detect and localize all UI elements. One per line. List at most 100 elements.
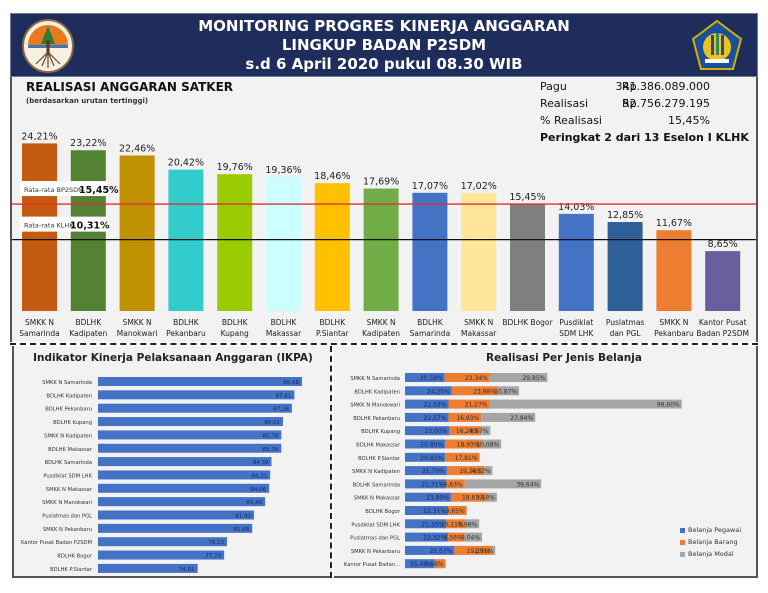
ikpa-category-label: SMKK N Pekanbaru	[43, 527, 92, 533]
ikpa-value-label: 81,68	[233, 527, 249, 533]
belanja-value-label: 9,63%	[444, 481, 463, 488]
belanja-value-label: 22,31%	[423, 508, 446, 515]
legend-item-modal: Belanja Modal	[680, 548, 741, 560]
belanja-bar-segment	[481, 439, 502, 449]
belanja-bar-segment	[448, 532, 465, 542]
belanja-category-label: SMKK N Makassar	[354, 496, 401, 502]
satker-bar	[314, 183, 350, 311]
belanja-value-label: 21,35%	[421, 521, 444, 528]
satker-chart-subtitle: (berdasarkan urutan tertinggi)	[26, 97, 149, 105]
title-line-3: s.d 6 April 2020 pukul 08.30 WIB	[245, 55, 523, 73]
satker-value-label: 11,67%	[656, 218, 692, 229]
title-line-2: LINGKUP BADAN P2SDM	[281, 36, 487, 54]
ikpa-bar	[98, 523, 253, 533]
ikpa-value-label: 77,73	[205, 554, 221, 560]
satker-category-label: Kadipaten	[362, 329, 400, 338]
satker-value-label: 20,42%	[168, 158, 204, 169]
ikpa-category-label: SMKK N Makassar	[46, 487, 93, 493]
ikpa-value-label: 81,93	[235, 514, 251, 520]
satker-value-label: 17,02%	[461, 181, 497, 192]
reference-label-bg	[20, 181, 108, 197]
satker-bar	[461, 193, 497, 311]
belanja-bar-segment	[405, 519, 447, 529]
satker-value-label: 17,69%	[363, 177, 399, 188]
belanja-bar-segment	[405, 479, 447, 489]
dashboard-title: MONITORING PROGRES KINERJA ANGGARAN LING…	[11, 17, 757, 74]
ikpa-category-label: SMKK N Samarinda	[42, 380, 92, 386]
belanja-bar-segment	[448, 399, 490, 409]
satker-bar	[510, 204, 545, 311]
belanja-value-label: 9,65%	[446, 508, 465, 515]
belanja-value-label: 18,63%	[462, 495, 485, 502]
satker-category-label: BDLHK	[75, 318, 102, 327]
ikpa-category-label: BDLHK Pekanbaru	[45, 407, 92, 413]
legend-item-barang: Belanja Barang	[680, 536, 741, 548]
satker-bar	[558, 213, 594, 311]
ikpa-value-label: 86,01	[264, 420, 280, 426]
satker-value-label: 18,46%	[314, 171, 350, 182]
satker-bar	[656, 230, 692, 311]
satker-category-label: Badan P2SDM	[696, 329, 749, 338]
satker-category-label: BDLHK	[222, 318, 249, 327]
ikpa-bar-chart: 88,68 SMKK N Samarinda 87,61 BDLHK Kadipate…	[21, 377, 302, 573]
legend-label: Belanja Modal	[688, 550, 734, 558]
persen-label: % Realisasi	[540, 114, 602, 127]
klhk-logo-icon	[22, 19, 74, 73]
satker-value-label: 24,21%	[21, 131, 57, 142]
belanja-category-label: BDLHK Kupang	[361, 429, 400, 435]
belanja-value-label: 20,58%	[420, 375, 443, 382]
satker-bar	[607, 222, 643, 311]
belanja-category-label: SMKK N Manokwari	[350, 403, 400, 409]
belanja-bar-segment	[444, 373, 490, 382]
legend-swatch	[680, 551, 685, 557]
belanja-value-label: 39,64%	[516, 481, 539, 488]
belanja-value-label: 23,80%	[426, 495, 449, 502]
pagu-value: 341.386.089.000	[615, 80, 710, 93]
ikpa-bar	[98, 377, 302, 386]
belanja-bar-segment	[405, 386, 452, 396]
ikpa-category-label: BDLHK Makassar	[48, 447, 93, 453]
satker-category-label: Pusdiklat	[559, 318, 593, 327]
belanja-bar-segment	[480, 426, 491, 436]
satker-category-label: Kupang	[221, 329, 249, 338]
belanja-stacked-chart: SMKK N Samarinda 20,58% 23,34% 29,85% BDLHK …	[344, 373, 682, 569]
satker-value-label: 14,03%	[558, 202, 594, 213]
ikpa-category-label: BDLHK Samarinda	[45, 460, 92, 466]
ikpa-bar	[98, 443, 282, 453]
belanja-value-label: 4,97%	[469, 428, 488, 435]
belanja-bar-segment	[405, 439, 446, 449]
ikpa-value-label: 84,06	[250, 487, 266, 493]
belanja-value-label: 20,83%	[420, 455, 443, 462]
belanja-category-label: Kantor Pusat Badan...	[344, 562, 400, 568]
belanja-category-label: BDLHK Bogor	[365, 509, 401, 515]
belanja-value-label: 1,91%	[474, 548, 493, 555]
belanja-value-label: 15,46%	[410, 561, 433, 568]
belanja-value-label: 10,87%	[494, 388, 517, 395]
belanja-bar-segment	[491, 545, 496, 555]
satker-value-label: 8,65%	[708, 239, 738, 250]
ikpa-bar	[98, 550, 225, 560]
satker-category-label: BDLHK	[417, 318, 444, 327]
belanja-category-label: BDLHK P.Siantar	[358, 456, 401, 462]
belanja-value-label: 20,80%	[420, 442, 443, 449]
satker-category-label: Pekanbaru	[166, 329, 206, 338]
belanja-value-label: 18,93%	[457, 442, 480, 449]
satker-category-label: Puslatmas	[606, 318, 645, 327]
satker-bar	[217, 174, 253, 311]
belanja-value-label: 5,18%	[476, 495, 495, 502]
ikpa-value-label: 78,13	[208, 540, 224, 546]
ikpa-bar	[98, 430, 282, 440]
satker-category-label: BDLHK	[173, 318, 200, 327]
satker-category-label: BDLHK	[319, 318, 346, 327]
realisasi-value: 52.756.279.195	[622, 97, 710, 110]
belanja-bar-segment	[481, 412, 536, 422]
satker-category-label: SDM LHK	[559, 329, 594, 338]
pagu-label: Pagu	[540, 80, 567, 93]
pagu-row: Pagu Rp 341.386.089.000	[540, 80, 750, 97]
belanja-category-label: BDLHK Samarinda	[353, 482, 400, 488]
ikpa-category-label: BDLHK P.Siantar	[50, 567, 93, 573]
belanja-bar-segment	[464, 532, 483, 542]
satker-category-label: BDLHK Bogor	[502, 318, 553, 327]
realisasi-satker-panel: REALISASI ANGGARAN SATKER (berdasarkan u…	[10, 77, 758, 342]
belanja-bar-segment	[451, 386, 499, 396]
